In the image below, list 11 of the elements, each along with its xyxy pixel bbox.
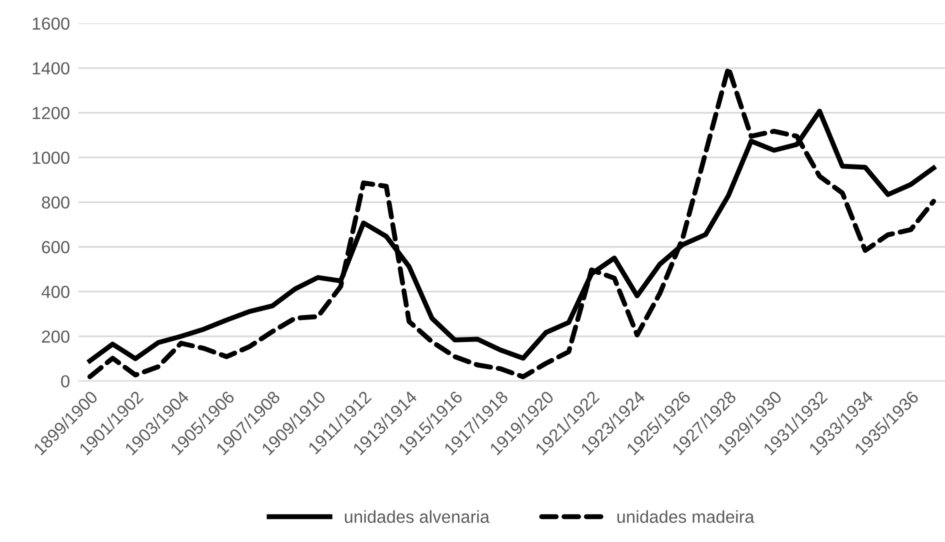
y-tick-label: 600 [42,241,70,254]
y-tick-label: 0 [61,375,70,388]
y-tick-label: 200 [42,330,70,343]
y-tick-label: 400 [42,286,70,298]
y-tick-label: 1400 [32,62,70,74]
y-tick-label: 1600 [32,17,70,30]
y-tick-label: 1000 [32,152,70,164]
legend-label: unidades alvenaria [344,510,490,523]
y-tick-label: 800 [42,196,70,209]
legend-label: unidades madeira [617,510,754,523]
y-tick-label: 1200 [32,106,70,120]
